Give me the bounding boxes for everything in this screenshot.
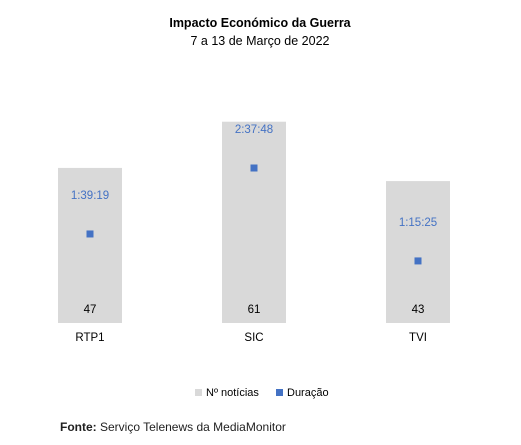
duration-label: 2:37:48 [235, 124, 273, 136]
legend-label-count: Nº notícias [206, 387, 259, 399]
category-label: SIC [244, 332, 263, 344]
source-label: Fonte: [60, 420, 97, 434]
duration-marker [86, 230, 94, 238]
plot-area: 47 1:39:19 RTP1 61 2:37:48 SIC 43 1:15:25 TVI [58, 121, 450, 344]
duration-label: 1:15:25 [399, 217, 437, 229]
bar-count-tvi [386, 181, 450, 323]
legend: Nº notícias Duração [195, 387, 329, 399]
duration-marker [250, 164, 258, 172]
source-note: Fonte: Serviço Telenews da MediaMonitor [60, 420, 286, 434]
legend-swatch-duration [276, 389, 283, 396]
chart-subtitle: 7 a 13 de Março de 2022 [191, 34, 330, 48]
legend-label-duration: Duração [287, 387, 329, 399]
bar-count-rtp1 [58, 167, 122, 323]
count-label: 47 [84, 304, 97, 316]
category-label: TVI [409, 332, 427, 344]
duration-label: 1:39:19 [71, 190, 109, 202]
count-label: 43 [412, 304, 425, 316]
duration-marker [414, 257, 422, 265]
count-label: 61 [248, 304, 261, 316]
bar-count-sic [222, 121, 286, 323]
chart-title: Impacto Económico da Guerra [169, 16, 351, 30]
category-label: RTP1 [75, 332, 104, 344]
legend-swatch-count [195, 389, 202, 396]
source-text: Serviço Telenews da MediaMonitor [96, 420, 286, 434]
